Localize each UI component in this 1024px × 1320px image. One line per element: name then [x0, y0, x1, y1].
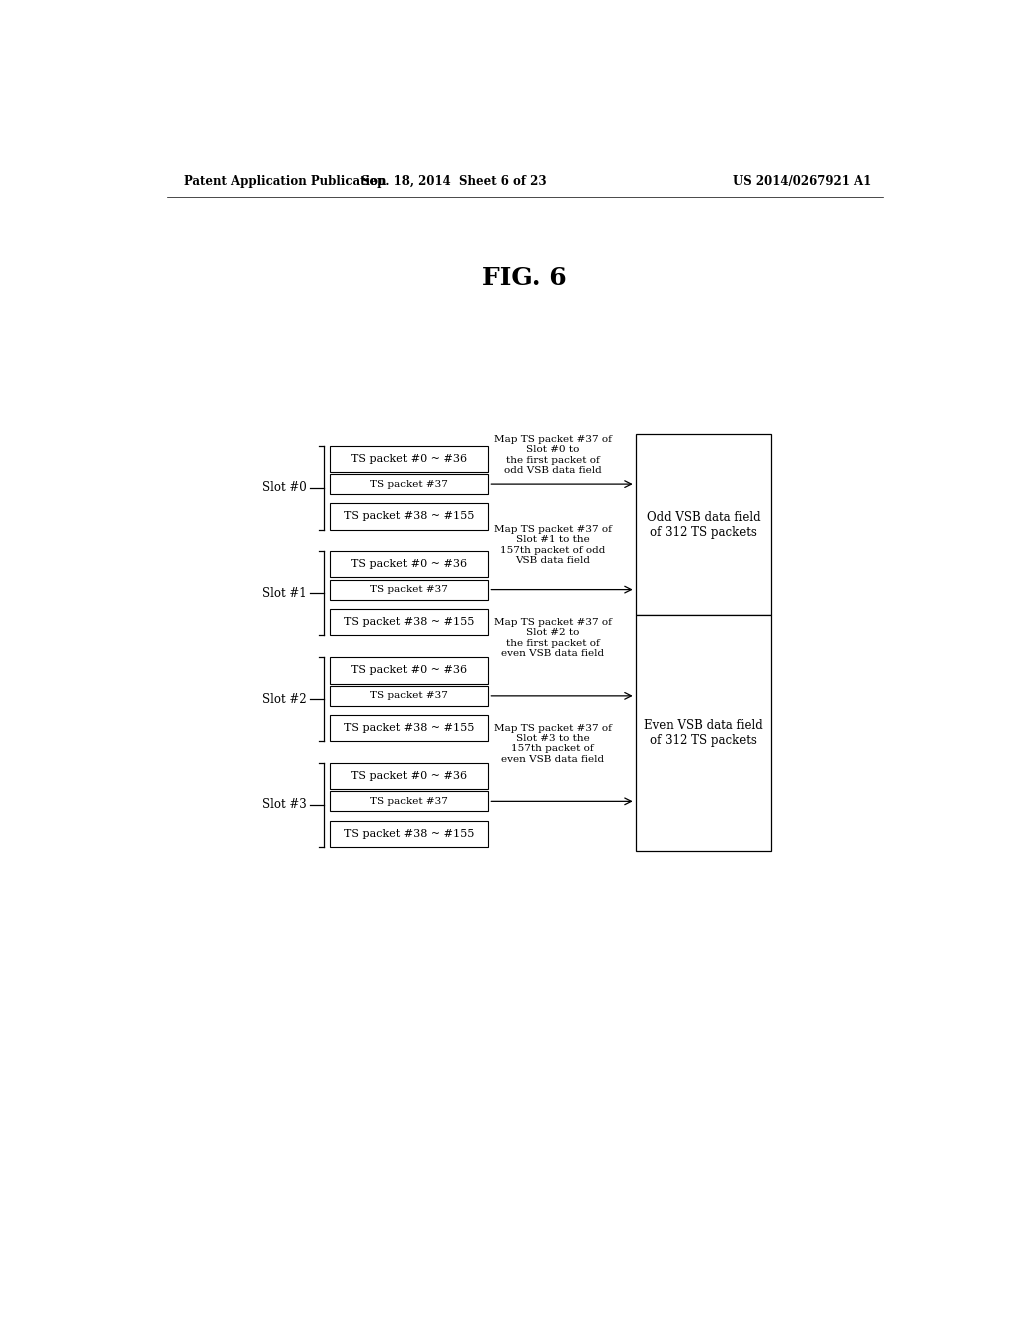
Text: TS packet #0 ~ #36: TS packet #0 ~ #36 — [351, 771, 467, 781]
Bar — [330, 579, 488, 599]
Bar — [636, 434, 771, 615]
Bar — [330, 657, 488, 684]
Text: TS packet #37: TS packet #37 — [370, 797, 447, 805]
Text: TS packet #0 ~ #36: TS packet #0 ~ #36 — [351, 454, 467, 463]
Bar — [330, 503, 488, 529]
Text: TS packet #38 ~ #155: TS packet #38 ~ #155 — [344, 829, 474, 838]
Text: Map TS packet #37 of
Slot #0 to
the first packet of
odd VSB data field: Map TS packet #37 of Slot #0 to the firs… — [494, 434, 611, 475]
Text: Map TS packet #37 of
Slot #2 to
the first packet of
even VSB data field: Map TS packet #37 of Slot #2 to the firs… — [494, 618, 611, 659]
Bar — [636, 615, 771, 851]
Bar — [330, 821, 488, 847]
Text: Slot #3: Slot #3 — [261, 799, 306, 812]
Text: TS packet #37: TS packet #37 — [370, 479, 447, 488]
Text: TS packet #37: TS packet #37 — [370, 585, 447, 594]
Text: TS packet #37: TS packet #37 — [370, 692, 447, 701]
Bar — [330, 792, 488, 812]
Text: TS packet #38 ~ #155: TS packet #38 ~ #155 — [344, 723, 474, 733]
Bar — [330, 686, 488, 706]
Text: Sep. 18, 2014  Sheet 6 of 23: Sep. 18, 2014 Sheet 6 of 23 — [360, 176, 547, 187]
Text: Odd VSB data field
of 312 TS packets: Odd VSB data field of 312 TS packets — [646, 511, 760, 539]
Text: Map TS packet #37 of
Slot #3 to the
157th packet of
even VSB data field: Map TS packet #37 of Slot #3 to the 157t… — [494, 723, 611, 764]
Text: Even VSB data field
of 312 TS packets: Even VSB data field of 312 TS packets — [644, 719, 763, 747]
Text: Slot #2: Slot #2 — [261, 693, 306, 706]
Bar — [330, 552, 488, 577]
Bar — [330, 474, 488, 494]
Bar — [330, 446, 488, 471]
Bar — [330, 763, 488, 789]
Text: TS packet #0 ~ #36: TS packet #0 ~ #36 — [351, 665, 467, 676]
Text: Slot #0: Slot #0 — [261, 480, 306, 494]
Text: Map TS packet #37 of
Slot #1 to the
157th packet of odd
VSB data field: Map TS packet #37 of Slot #1 to the 157t… — [494, 525, 611, 565]
Text: TS packet #0 ~ #36: TS packet #0 ~ #36 — [351, 560, 467, 569]
Bar — [330, 609, 488, 635]
Text: US 2014/0267921 A1: US 2014/0267921 A1 — [733, 176, 871, 187]
Bar — [330, 715, 488, 742]
Text: TS packet #38 ~ #155: TS packet #38 ~ #155 — [344, 511, 474, 521]
Text: FIG. 6: FIG. 6 — [482, 265, 567, 290]
Text: Patent Application Publication: Patent Application Publication — [183, 176, 386, 187]
Text: Slot #1: Slot #1 — [261, 586, 306, 599]
Text: TS packet #38 ~ #155: TS packet #38 ~ #155 — [344, 616, 474, 627]
